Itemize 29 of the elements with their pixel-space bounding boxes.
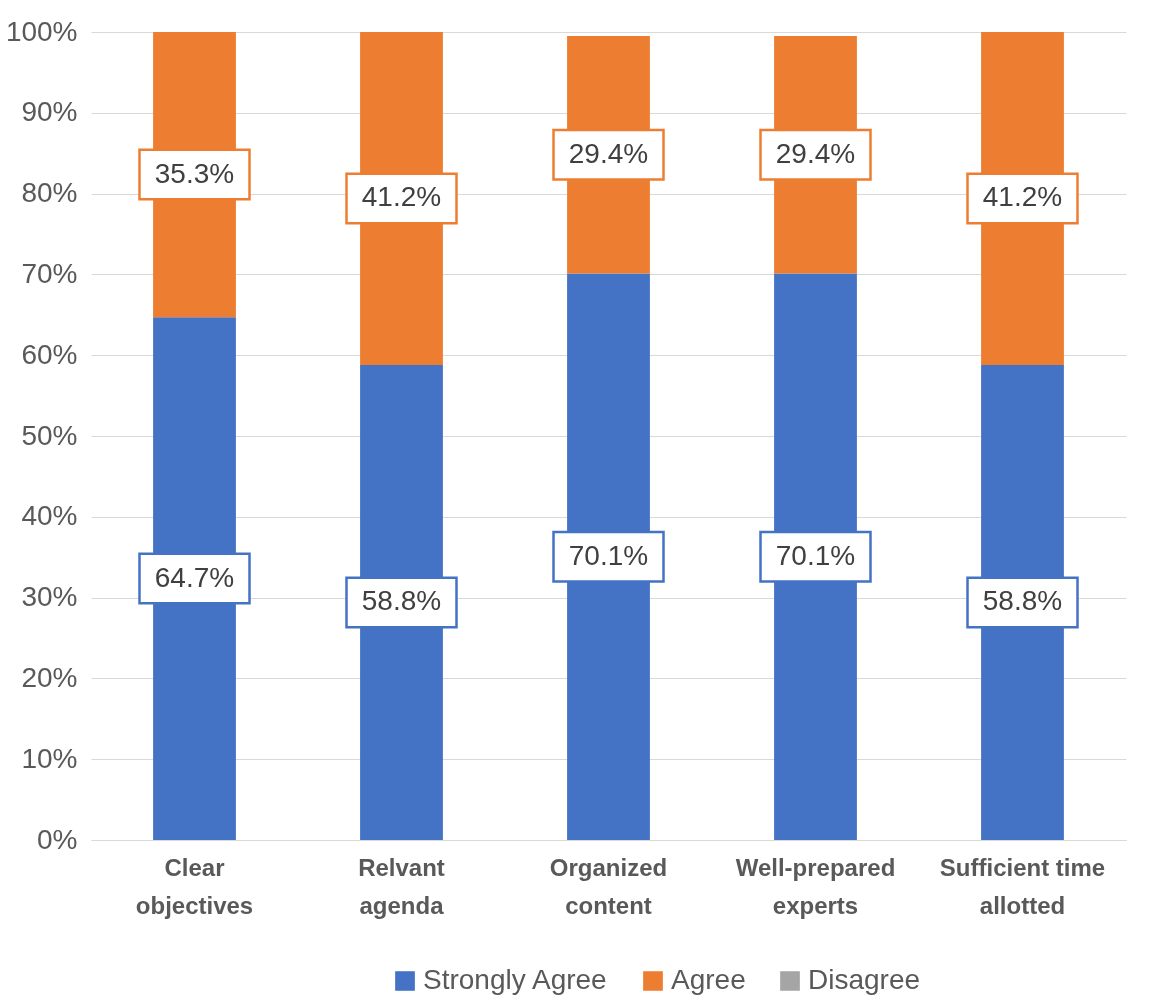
legend-label: Strongly Agree [423, 964, 607, 995]
y-tick-label: 90% [21, 96, 78, 128]
data-label: 58.8% [361, 585, 442, 617]
y-tick-label: 40% [21, 500, 78, 532]
legend-label: Disagree [808, 964, 921, 995]
data-label: 41.2% [361, 181, 442, 213]
y-tick-label: 30% [21, 581, 78, 613]
data-label: 35.3% [154, 157, 235, 189]
data-label: 70.1% [775, 539, 856, 571]
y-tick-label: 50% [21, 419, 78, 451]
y-tick-label: 100% [5, 15, 78, 47]
y-tick-label: 60% [21, 338, 78, 370]
data-label: 70.1% [568, 539, 649, 571]
x-tick-label: Well-prepared experts [735, 853, 896, 919]
data-label: 58.8% [982, 585, 1063, 617]
data-label: 64.7% [154, 561, 235, 593]
y-tick-label: 10% [21, 742, 78, 774]
x-tick-label: Clear objectives [135, 853, 254, 919]
data-label: 29.4% [568, 137, 649, 169]
y-tick-label: 70% [21, 257, 78, 289]
data-label: 29.4% [775, 137, 856, 169]
y-tick-label: 0% [37, 823, 78, 855]
y-tick-label: 80% [21, 177, 78, 209]
legend-label: Agree [671, 964, 746, 995]
x-tick-label: Relvant agenda [358, 853, 445, 919]
x-tick-label: Sufficient time allotted [939, 853, 1106, 919]
y-tick-label: 20% [21, 661, 78, 693]
x-tick-label: Organized content [549, 853, 668, 919]
data-label: 41.2% [982, 181, 1063, 213]
